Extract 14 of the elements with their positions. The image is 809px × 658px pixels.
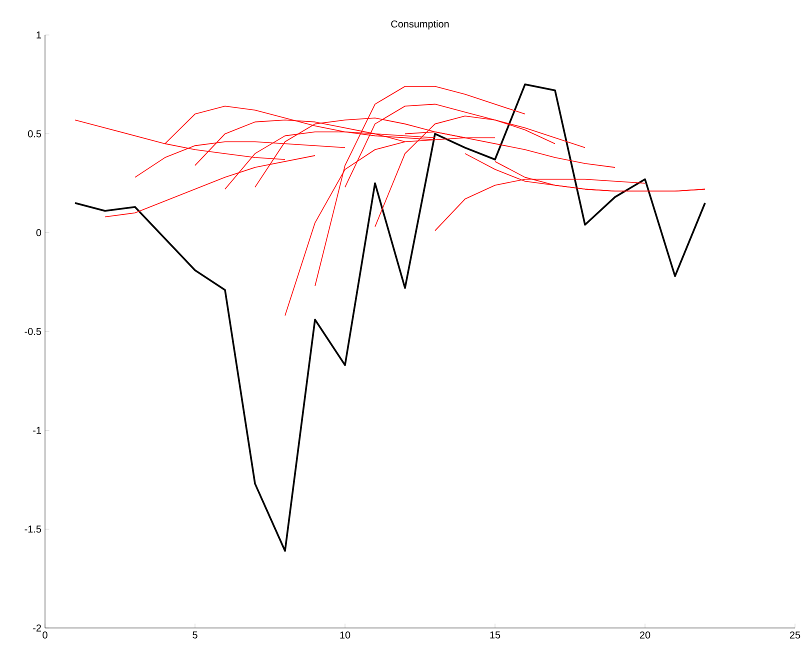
y-tick-label: 0.5 — [28, 130, 42, 138]
x-tick-label: 15 — [490, 632, 500, 638]
chart-title: Consumption — [391, 20, 449, 30]
x-tick-label: 20 — [640, 632, 650, 639]
y-tick-label: 0 — [36, 229, 42, 236]
x-tick-label: 5 — [192, 632, 198, 638]
y-tick-label: -0.5 — [24, 328, 42, 336]
y-tick-label: -1.5 — [24, 526, 42, 533]
x-tick-label: 25 — [790, 632, 800, 639]
y-tick-label: 1 — [36, 32, 42, 38]
y-tick-label: -1 — [33, 426, 42, 434]
y-tick-label: -2 — [33, 624, 41, 632]
x-tick-label: 10 — [340, 632, 350, 639]
x-tick-label: 0 — [42, 632, 48, 639]
